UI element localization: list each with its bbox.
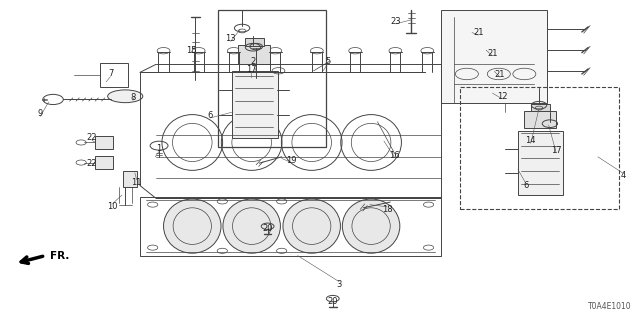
Bar: [95, 136, 113, 149]
Text: 21: 21: [495, 70, 506, 79]
Text: 12: 12: [497, 92, 508, 101]
Text: 18: 18: [381, 205, 392, 214]
Bar: [100, 63, 129, 87]
Ellipse shape: [283, 199, 340, 253]
Text: 4: 4: [621, 172, 626, 180]
Text: 8: 8: [130, 93, 136, 102]
Ellipse shape: [342, 199, 400, 253]
Text: 13: 13: [225, 35, 236, 44]
Text: 20: 20: [328, 297, 338, 306]
Bar: [218, 10, 326, 147]
Text: 20: 20: [262, 224, 273, 233]
Bar: [140, 197, 442, 256]
Text: 10: 10: [108, 202, 118, 211]
Ellipse shape: [108, 90, 143, 103]
Text: 21: 21: [487, 49, 498, 58]
Text: FR.: FR.: [50, 251, 69, 261]
Ellipse shape: [164, 199, 221, 253]
Text: 19: 19: [286, 156, 296, 164]
Bar: [244, 38, 264, 46]
Text: 22: 22: [87, 133, 97, 142]
Text: 5: 5: [325, 57, 330, 66]
Text: 17: 17: [246, 65, 257, 74]
Bar: [124, 171, 138, 187]
Text: 15: 15: [186, 45, 196, 55]
Text: 22: 22: [87, 159, 97, 168]
Bar: [95, 156, 113, 169]
Bar: [461, 87, 619, 209]
Text: 9: 9: [38, 109, 43, 118]
Text: 2: 2: [250, 57, 255, 66]
Text: 3: 3: [337, 280, 342, 289]
Bar: [531, 104, 550, 111]
Text: 14: 14: [525, 136, 536, 145]
Ellipse shape: [223, 199, 280, 253]
Bar: [232, 71, 278, 138]
Text: 17: 17: [551, 146, 561, 155]
Bar: [518, 131, 563, 195]
Bar: [524, 111, 556, 128]
Text: 6: 6: [207, 111, 213, 120]
Bar: [442, 10, 547, 103]
Text: 1: 1: [156, 144, 162, 153]
Text: 6: 6: [523, 181, 529, 190]
Text: 23: 23: [390, 17, 401, 26]
Bar: [238, 45, 270, 64]
Text: T0A4E1010: T0A4E1010: [588, 302, 632, 311]
Text: 11: 11: [131, 178, 142, 187]
Text: 7: 7: [108, 69, 113, 78]
Text: 21: 21: [473, 28, 484, 37]
Text: 16: 16: [389, 151, 400, 160]
